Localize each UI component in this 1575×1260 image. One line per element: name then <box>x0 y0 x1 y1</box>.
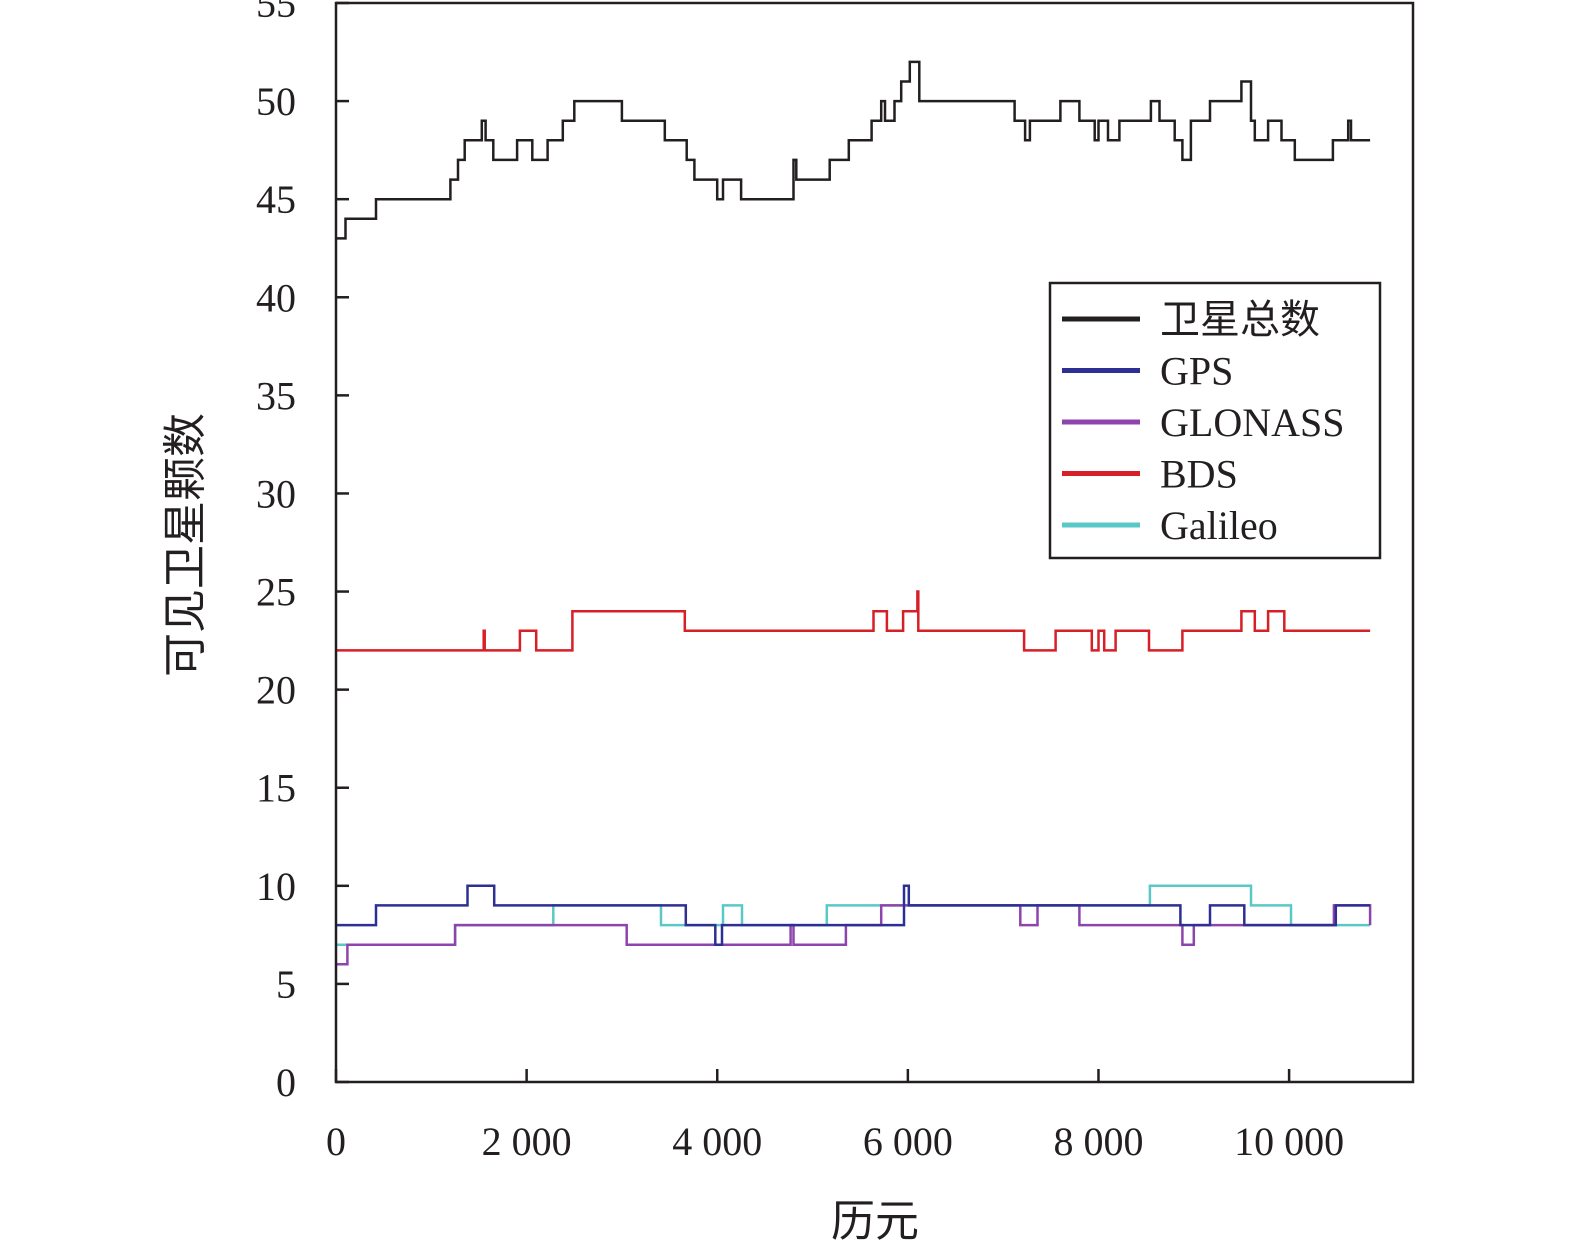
x-tick-label: 6 000 <box>863 1119 953 1164</box>
legend: 卫星总数 GPS GLONASS BDS Galileo <box>1048 281 1382 560</box>
x-tick-label: 10 000 <box>1234 1119 1344 1164</box>
y-tick-label: 20 <box>256 668 296 713</box>
y-axis-label: 可见卫星颗数 <box>161 413 210 677</box>
legend-label: BDS <box>1160 452 1238 497</box>
series-line-4 <box>336 884 1371 946</box>
x-tick-label: 0 <box>326 1119 346 1164</box>
series-line-0 <box>336 60 1371 240</box>
series-line-2 <box>336 904 1372 966</box>
y-axis-ticks: 0 5 10 15 20 25 30 35 40 45 50 55 <box>256 0 349 1105</box>
series-line-1 <box>336 884 1371 946</box>
legend-label: GPS <box>1160 349 1233 394</box>
y-tick-label: 45 <box>256 177 296 222</box>
y-tick-label: 10 <box>256 864 296 909</box>
y-tick-label: 30 <box>256 471 296 516</box>
y-tick-label: 15 <box>256 766 296 811</box>
y-tick-label: 0 <box>276 1060 296 1105</box>
legend-label: 卫星总数 <box>1160 297 1320 342</box>
x-axis-label: 历元 <box>831 1197 919 1246</box>
x-axis-ticks: 0 2 000 4 000 6 000 8 000 10 000 <box>326 1069 1344 1164</box>
x-tick-label: 4 000 <box>672 1119 762 1164</box>
plot-area-frame <box>334 1 1415 1084</box>
legend-label: Galileo <box>1160 503 1278 548</box>
x-tick-label: 8 000 <box>1053 1119 1143 1164</box>
y-tick-label: 50 <box>256 79 296 124</box>
series-lines <box>336 60 1372 966</box>
y-tick-label: 5 <box>276 962 296 1007</box>
y-tick-label: 40 <box>256 275 296 320</box>
y-tick-label: 55 <box>256 0 296 26</box>
legend-label: GLONASS <box>1160 400 1344 445</box>
y-tick-label: 35 <box>256 373 296 418</box>
y-tick-label: 25 <box>256 570 296 615</box>
series-line-3 <box>336 590 1371 652</box>
x-tick-label: 2 000 <box>482 1119 572 1164</box>
